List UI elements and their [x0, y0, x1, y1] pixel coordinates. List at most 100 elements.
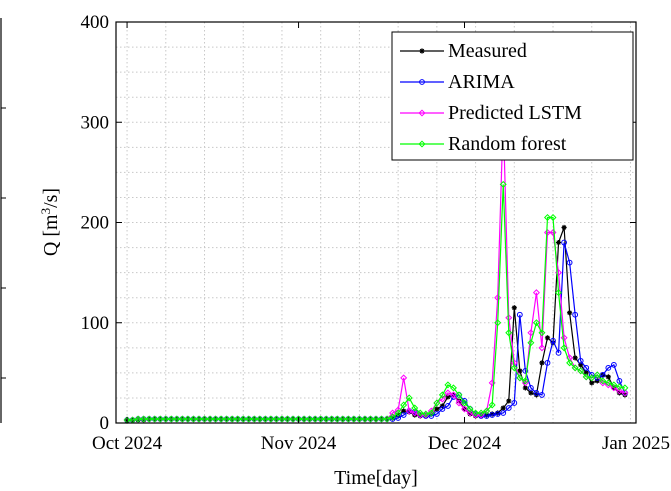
data-point	[516, 311, 523, 318]
data-point	[538, 329, 546, 337]
data-point	[328, 415, 336, 423]
data-point	[544, 335, 551, 341]
data-point	[538, 344, 546, 352]
data-point	[495, 410, 501, 416]
data-point	[466, 405, 474, 413]
y-tick-label: 300	[81, 112, 110, 133]
data-point	[604, 379, 612, 387]
data-point	[378, 415, 386, 423]
data-point	[589, 380, 595, 386]
series-line	[126, 227, 626, 422]
legend-label: ARIMA	[448, 71, 515, 93]
data-point	[555, 289, 563, 297]
data-point	[610, 381, 618, 389]
series-line	[127, 184, 626, 421]
data-point	[500, 410, 507, 416]
x-tick-label: Jan 2025	[602, 433, 670, 454]
data-point	[372, 415, 380, 423]
data-point	[395, 412, 401, 418]
legend-label: Predicted LSTM	[448, 102, 582, 124]
data-point	[189, 415, 197, 423]
legend-item: Measured	[400, 40, 527, 62]
legend-marker	[419, 48, 425, 54]
data-point	[412, 412, 418, 418]
y-tick-label: 100	[81, 313, 110, 334]
data-point	[206, 415, 214, 423]
data-point	[561, 239, 567, 246]
data-point	[517, 368, 523, 374]
data-point	[532, 289, 540, 297]
legend-item: ARIMA	[400, 71, 515, 93]
data-point	[162, 415, 170, 423]
data-point	[433, 399, 441, 407]
data-point	[134, 415, 142, 423]
ticks-layer: 0 100 200 300 400 Oct 2024 Nov 2024 Dec 2024 Jan…	[81, 12, 671, 454]
data-point	[350, 415, 358, 423]
x-tick-label: Dec 2024	[428, 433, 502, 454]
data-point	[444, 381, 452, 389]
data-point	[549, 229, 557, 237]
data-point	[278, 415, 286, 423]
data-point	[615, 387, 623, 395]
data-point	[467, 411, 473, 417]
legend-box	[391, 31, 634, 161]
data-point	[383, 415, 391, 423]
data-point	[522, 367, 529, 374]
data-point	[505, 329, 513, 337]
series-measured	[124, 224, 628, 424]
left-panel-remnant	[0, 18, 6, 423]
data-point	[145, 415, 153, 423]
data-point	[544, 359, 551, 366]
data-point	[566, 259, 573, 266]
data-point	[533, 390, 540, 396]
data-point	[593, 371, 601, 379]
data-point	[444, 389, 452, 397]
data-point	[615, 383, 623, 391]
series-arima	[124, 239, 628, 423]
data-point	[543, 213, 551, 221]
legend-label: Random forest	[448, 133, 567, 155]
data-point	[472, 409, 480, 417]
data-point	[167, 415, 175, 423]
data-point	[477, 409, 485, 417]
data-point	[400, 374, 408, 382]
data-point	[527, 339, 535, 347]
legend-marker	[418, 140, 426, 148]
data-point	[605, 364, 612, 371]
data-point	[228, 415, 236, 423]
data-point	[366, 415, 374, 423]
data-point	[405, 407, 413, 415]
data-point	[422, 410, 430, 418]
data-point	[605, 374, 611, 380]
data-point	[621, 389, 629, 397]
data-point	[506, 398, 512, 404]
data-point	[400, 412, 407, 418]
y-tick-label: 0	[100, 413, 110, 434]
data-point	[195, 415, 203, 423]
data-point	[439, 406, 446, 412]
data-point	[283, 415, 291, 423]
data-point	[567, 310, 573, 316]
legend-marker	[419, 79, 425, 85]
data-point	[456, 398, 462, 404]
data-point	[411, 409, 419, 417]
data-point	[539, 360, 545, 366]
legend-item: Random forest	[400, 133, 567, 155]
data-point	[494, 319, 502, 327]
data-point	[489, 411, 495, 417]
legend-marker	[418, 109, 426, 117]
data-point	[610, 361, 617, 368]
data-point	[483, 407, 491, 415]
legend: Measured ARIMA Predicted LSTM Random forest	[391, 31, 634, 161]
data-point	[516, 374, 524, 382]
data-point	[184, 415, 192, 423]
plot-area: 0 100 200 300 400 Oct 2024 Nov 2024 Dec 2024 Jan…	[81, 12, 671, 454]
series-line	[127, 242, 626, 421]
data-point	[571, 364, 579, 372]
data-point	[439, 403, 445, 409]
data-point	[527, 329, 535, 337]
data-point	[522, 385, 528, 391]
y-tick-label: 200	[81, 213, 110, 234]
series-line	[127, 117, 626, 421]
data-point	[449, 391, 457, 399]
